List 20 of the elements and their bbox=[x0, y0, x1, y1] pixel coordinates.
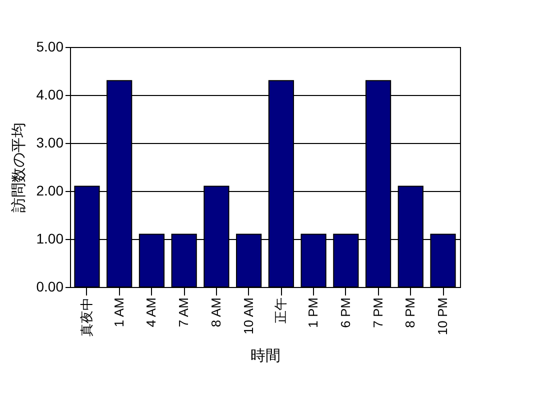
y-tick-label: 3.00 bbox=[36, 134, 64, 150]
x-tick-label: 6 PM bbox=[338, 298, 353, 328]
y-tick-label: 5.00 bbox=[36, 38, 64, 54]
x-tick-label: 10 PM bbox=[435, 298, 450, 336]
x-tick-label: 10 AM bbox=[240, 298, 256, 334]
x-tick-label: 1 PM bbox=[306, 298, 321, 328]
y-axis-title: 訪問数の平均 bbox=[10, 122, 28, 212]
x-tick-label: 1 AM bbox=[111, 298, 126, 328]
y-tick-label: 0.00 bbox=[36, 278, 64, 294]
y-tick-label: 2.00 bbox=[36, 182, 64, 198]
x-tick-label: 正午 bbox=[273, 298, 288, 324]
y-tick-label: 1.00 bbox=[36, 230, 64, 246]
x-axis-title: 時間 bbox=[250, 348, 280, 364]
x-tick-label: 真夜中 bbox=[78, 298, 94, 336]
x-tick-label: 7 AM bbox=[176, 298, 192, 328]
x-tick-label: 7 PM bbox=[370, 298, 386, 328]
x-tick-label: 4 AM bbox=[144, 298, 159, 328]
x-tick-label: 8 AM bbox=[208, 298, 224, 328]
y-tick-label: 4.00 bbox=[36, 86, 64, 102]
x-tick-label: 8 PM bbox=[402, 298, 418, 328]
